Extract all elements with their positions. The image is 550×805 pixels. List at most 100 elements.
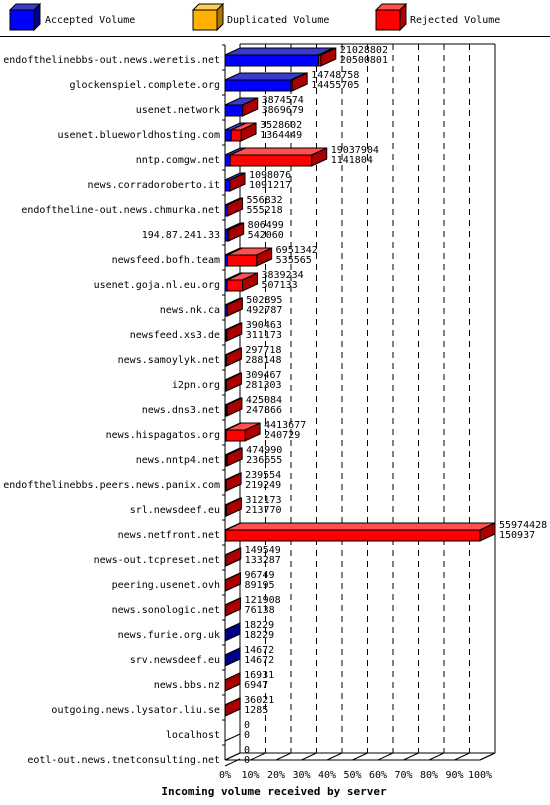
value-accepted-news-nk-ca: 492787 [246, 305, 282, 316]
legend-swatch-accepted [9, 9, 35, 31]
category-label-194-87-241-33: 194.87.241.33 [142, 230, 220, 241]
value-total-usenet-blueworldhosting-com: 3528602 [260, 120, 302, 131]
bar-rejected-news-nk-ca [226, 297, 243, 317]
bar-rejected-endofthelinebbs-out-news-weretis-net [317, 47, 337, 67]
value-total-endoftheline-out-news-chmurka-net: 556832 [247, 195, 283, 206]
x-tick-label: 40% [318, 770, 336, 781]
x-tick-label: 90% [445, 770, 463, 781]
category-label-eotl-out-news-tnetconsulting-net: eotl-out.news.tnetconsulting.net [27, 755, 220, 766]
value-total-news-dns3-net: 425084 [246, 395, 282, 406]
category-label-news-out-tcpreset-net: news-out.tcpreset.net [94, 555, 220, 566]
bar-rejected-srl-newsdeef-eu [225, 497, 242, 517]
legend-label-duplicated: Duplicated Volume [227, 15, 329, 26]
category-label-news-nk-ca: news.nk.ca [160, 305, 220, 316]
value-accepted-news-netfront-net: 150937 [499, 530, 535, 541]
category-label-news-dns3-net: news.dns3.net [142, 405, 220, 416]
bar-rejected-glockenspiel-complete-org [290, 72, 308, 92]
value-total-outgoing-news-lysator-liu-se: 36021 [244, 695, 274, 706]
category-label-srl-newsdeef-eu: srl.newsdeef.eu [130, 505, 220, 516]
value-accepted-outgoing-news-lysator-liu-se: 1285 [244, 705, 268, 716]
bar-empty-localhost [224, 733, 241, 742]
value-total-peering-usenet-ovh: 96749 [244, 570, 274, 581]
floor-tick [301, 752, 317, 761]
floor-tick [250, 752, 266, 761]
legend: Accepted Volume Duplicated Volume Reject… [8, 2, 500, 32]
bar-empty-eotl-out-news-tnetconsulting-net [224, 758, 241, 767]
category-label-news-samoylyk-net: news.samoylyk.net [118, 355, 220, 366]
value-total-srv-newsdeef-eu: 14672 [244, 645, 274, 656]
chart-title: Incoming volume received by server [161, 785, 387, 798]
bar-rejected-news-netfront-net [225, 522, 496, 542]
bar-rejected-endofthelinebbs-peers-news-panix-com [225, 472, 242, 492]
category-label-glockenspiel-complete-org: glockenspiel.complete.org [69, 80, 220, 91]
legend-entry-rejected: Rejected Volume [374, 2, 500, 32]
category-labels: endofthelinebbs-out.news.weretis.net gloc… [3, 55, 220, 766]
value-accepted-i2pn-org: 281303 [245, 380, 281, 391]
plot-area [222, 43, 496, 761]
floor-tick [403, 752, 419, 761]
category-label-endofthelinebbs-out-news-weretis-net: endofthelinebbs-out.news.weretis.net [3, 55, 220, 66]
legend-entry-duplicated: Duplicated Volume [191, 2, 329, 32]
category-label-usenet-blueworldhosting-com: usenet.blueworldhosting.com [57, 130, 220, 141]
value-accepted-localhost: 0 [244, 730, 250, 741]
legend-swatch-duplicated [192, 9, 218, 31]
value-total-srl-newsdeef-eu: 312173 [245, 495, 281, 506]
category-label-i2pn-org: i2pn.org [172, 380, 220, 391]
bar-rejected-news-nntp4-net [225, 447, 243, 467]
category-label-nntp-comgw-net: nntp.comgw.net [136, 155, 220, 166]
x-tick-label: 0% [219, 770, 231, 781]
value-total-newsfeed-xs3-de: 390463 [246, 320, 282, 331]
legend-entry-accepted: Accepted Volume [8, 2, 135, 32]
bar-rejected-194-87-241-33 [226, 222, 245, 242]
value-accepted-news-out-tcpreset-net: 133287 [245, 555, 281, 566]
value-accepted-newsfeed-bofh-team: 535565 [276, 255, 312, 266]
bar-rejected-news-bbs-nz [224, 672, 241, 692]
x-tick-label: 70% [394, 770, 412, 781]
value-total-eotl-out-news-tnetconsulting-net: 0 [244, 745, 250, 756]
floor-tick [224, 752, 241, 761]
category-label-usenet-goja-nl-eu-org: usenet.goja.nl.eu.org [94, 280, 220, 291]
floor-tick [479, 752, 496, 761]
value-total-194-87-241-33: 806499 [248, 220, 284, 231]
value-total-news-furie-org-uk: 18229 [244, 620, 274, 631]
legend-label-accepted: Accepted Volume [45, 15, 135, 26]
value-accepted-news-furie-org-uk: 18229 [244, 630, 274, 641]
floor-tick [428, 752, 445, 761]
category-label-outgoing-news-lysator-liu-se: outgoing.news.lysator.liu.se [51, 705, 220, 716]
x-tick-label: 60% [369, 770, 387, 781]
value-total-localhost: 0 [244, 720, 250, 731]
category-label-news-nntp4-net: news.nntp4.net [136, 455, 220, 466]
value-accepted-endofthelinebbs-peers-news-panix-com: 219249 [245, 480, 281, 491]
bar-rejected-usenet-goja-nl-eu-org [226, 272, 258, 292]
bar-rejected-peering-usenet-ovh [224, 572, 241, 592]
value-total-news-hispagatos-org: 4413677 [264, 420, 306, 431]
x-tick-label: 50% [343, 770, 361, 781]
bar-rejected-nntp-comgw-net [229, 147, 328, 167]
x-tick-label: 30% [292, 770, 310, 781]
category-label-news-bbs-nz: news.bbs.nz [154, 680, 220, 691]
value-total-i2pn-org: 309467 [245, 370, 281, 381]
value-total-nntp-comgw-net: 19037904 [331, 145, 379, 156]
value-accepted-usenet-network: 3869679 [262, 105, 304, 116]
bar-rejected-news-sonologic-net [224, 597, 242, 617]
bars [224, 47, 496, 767]
value-accepted-nntp-comgw-net: 1141804 [331, 155, 373, 166]
value-accepted-glockenspiel-complete-org: 14455705 [311, 80, 359, 91]
value-accepted-194-87-241-33: 542060 [248, 230, 284, 241]
value-accepted-peering-usenet-ovh: 89195 [244, 580, 274, 591]
bar-rejected-usenet-network [242, 97, 259, 117]
category-label-news-corradoroberto-it: news.corradoroberto.it [88, 180, 220, 191]
floor-tick [454, 752, 470, 761]
value-accepted-news-dns3-net: 247866 [246, 405, 282, 416]
value-total-news-out-tcpreset-net: 149549 [245, 545, 281, 556]
x-tick-label: 80% [420, 770, 438, 781]
x-tick-label: 10% [241, 770, 259, 781]
value-total-news-corradoroberto-it: 1098076 [249, 170, 291, 181]
category-label-srv-newsdeef-eu: srv.newsdeef.eu [130, 655, 220, 666]
bar-rejected-usenet-blueworldhosting-com [230, 122, 257, 142]
value-total-news-sonologic-net: 121908 [245, 595, 281, 606]
value-accepted-srv-newsdeef-eu: 14672 [244, 655, 274, 666]
value-total-news-netfront-net: 55974428 [499, 520, 547, 531]
bar-rejected-news-corradoroberto-it [229, 172, 246, 192]
